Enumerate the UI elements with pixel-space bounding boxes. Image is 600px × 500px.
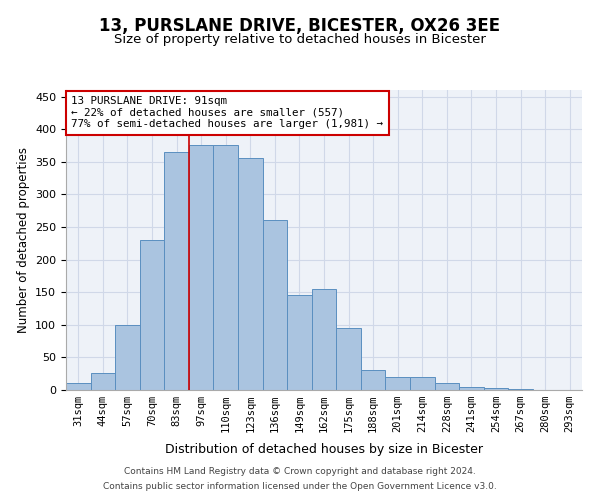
Bar — [336, 328, 361, 390]
Bar — [91, 373, 115, 390]
Bar — [434, 384, 459, 390]
Bar — [385, 377, 410, 390]
Bar — [66, 384, 91, 390]
Bar — [140, 240, 164, 390]
Bar — [189, 146, 214, 390]
Bar — [263, 220, 287, 390]
Text: Contains public sector information licensed under the Open Government Licence v3: Contains public sector information licen… — [103, 482, 497, 491]
Text: 13, PURSLANE DRIVE, BICESTER, OX26 3EE: 13, PURSLANE DRIVE, BICESTER, OX26 3EE — [100, 18, 500, 36]
Bar — [361, 370, 385, 390]
Text: 13 PURSLANE DRIVE: 91sqm
← 22% of detached houses are smaller (557)
77% of semi-: 13 PURSLANE DRIVE: 91sqm ← 22% of detach… — [71, 96, 383, 129]
Bar — [287, 296, 312, 390]
Bar — [164, 152, 189, 390]
Bar — [484, 388, 508, 390]
Text: Size of property relative to detached houses in Bicester: Size of property relative to detached ho… — [114, 32, 486, 46]
Text: Contains HM Land Registry data © Crown copyright and database right 2024.: Contains HM Land Registry data © Crown c… — [124, 467, 476, 476]
Bar — [214, 146, 238, 390]
Bar — [459, 386, 484, 390]
Bar — [410, 377, 434, 390]
Y-axis label: Number of detached properties: Number of detached properties — [17, 147, 29, 333]
X-axis label: Distribution of detached houses by size in Bicester: Distribution of detached houses by size … — [165, 444, 483, 456]
Bar — [312, 289, 336, 390]
Bar — [238, 158, 263, 390]
Bar — [115, 325, 140, 390]
